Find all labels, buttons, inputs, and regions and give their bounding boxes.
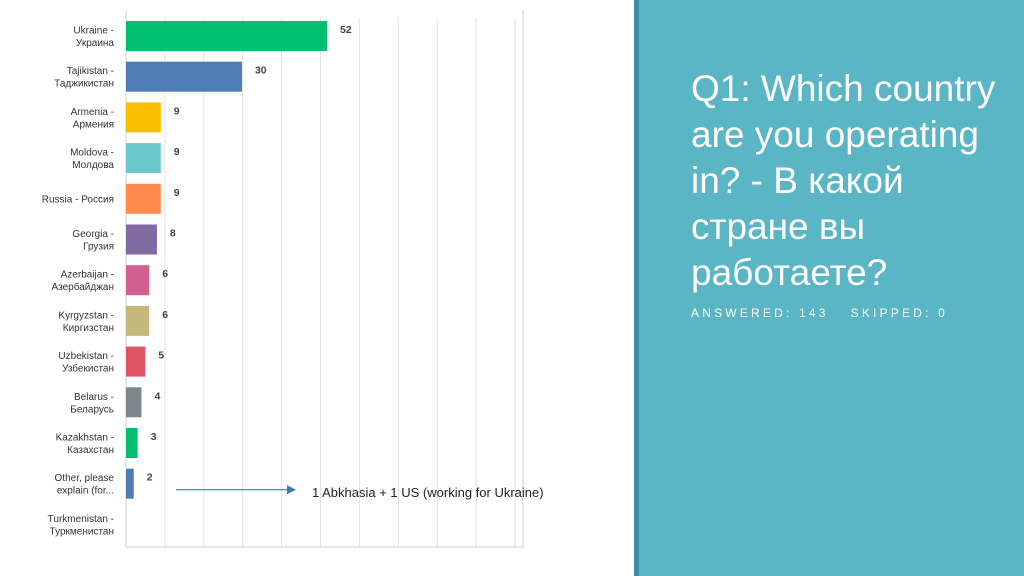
bar — [126, 21, 327, 51]
category-label: Kyrgyzstan -Киргизстан — [58, 310, 114, 334]
category-label: Uzbekistan -Узбекистан — [58, 351, 114, 375]
data-label: 8 — [170, 228, 176, 240]
category-label: Armenia -Армения — [71, 107, 114, 130]
data-label: 3 — [151, 431, 157, 443]
category-label: Moldova -Молдова — [70, 148, 114, 172]
data-label: 9 — [174, 105, 180, 117]
answered-count: ANSWERED: 143 — [691, 306, 829, 320]
chart-bars — [126, 21, 327, 499]
annotation-arrow — [176, 485, 296, 495]
data-label: 52 — [340, 24, 352, 36]
category-label: Kazakhstan -Казахстан — [56, 433, 114, 457]
bar — [126, 265, 150, 296]
data-label: 9 — [174, 146, 180, 158]
bar — [126, 387, 142, 418]
bar — [126, 428, 138, 458]
skipped-count: SKIPPED: 0 — [850, 306, 949, 320]
category-label: Ukraine -Украина — [73, 26, 114, 50]
bar — [126, 61, 242, 92]
bar — [126, 143, 161, 174]
data-label: 2 — [147, 472, 153, 484]
bar — [126, 183, 161, 214]
category-label: Russia - Россия — [42, 194, 114, 205]
chart-category-labels: Ukraine -Украина Tajikistan -Таджикистан A… — [42, 26, 115, 538]
category-label: Turkmenistan -Туркменистан — [48, 514, 114, 538]
response-stats: ANSWERED: 143 SKIPPED: 0 — [691, 306, 948, 320]
question-panel: Q1: Which country are you operating in? … — [634, 0, 1024, 576]
bar — [126, 346, 146, 377]
category-label: Other, please explain (for... — [55, 473, 115, 497]
category-label: Azerbaijan -Азербайджан — [51, 270, 114, 294]
arrow-head — [287, 485, 296, 495]
annotation-text: 1 Abkhasia + 1 US (working for Ukraine) — [312, 485, 544, 500]
data-label: 30 — [255, 65, 267, 77]
bar — [126, 468, 134, 499]
data-label: 5 — [158, 350, 164, 362]
chart-value-labels: 52 30 9 9 9 8 6 6 5 4 3 2 — [147, 24, 352, 484]
bar — [126, 305, 150, 336]
data-label: 6 — [162, 268, 168, 280]
question-title: Q1: Which country are you operating in? … — [691, 68, 996, 293]
bar-chart: Ukraine -Украина Tajikistan -Таджикистан A… — [42, 10, 524, 548]
category-label: Georgia -Грузия — [72, 229, 114, 253]
data-label: 9 — [174, 187, 180, 199]
category-label: Belarus -Беларусь — [70, 392, 114, 416]
category-label: Tajikistan -Таджикистан — [54, 66, 114, 90]
chart-gridlines — [125, 10, 524, 548]
data-label: 6 — [162, 309, 168, 321]
data-label: 4 — [154, 390, 160, 402]
bar — [126, 224, 157, 255]
bar — [126, 102, 161, 133]
